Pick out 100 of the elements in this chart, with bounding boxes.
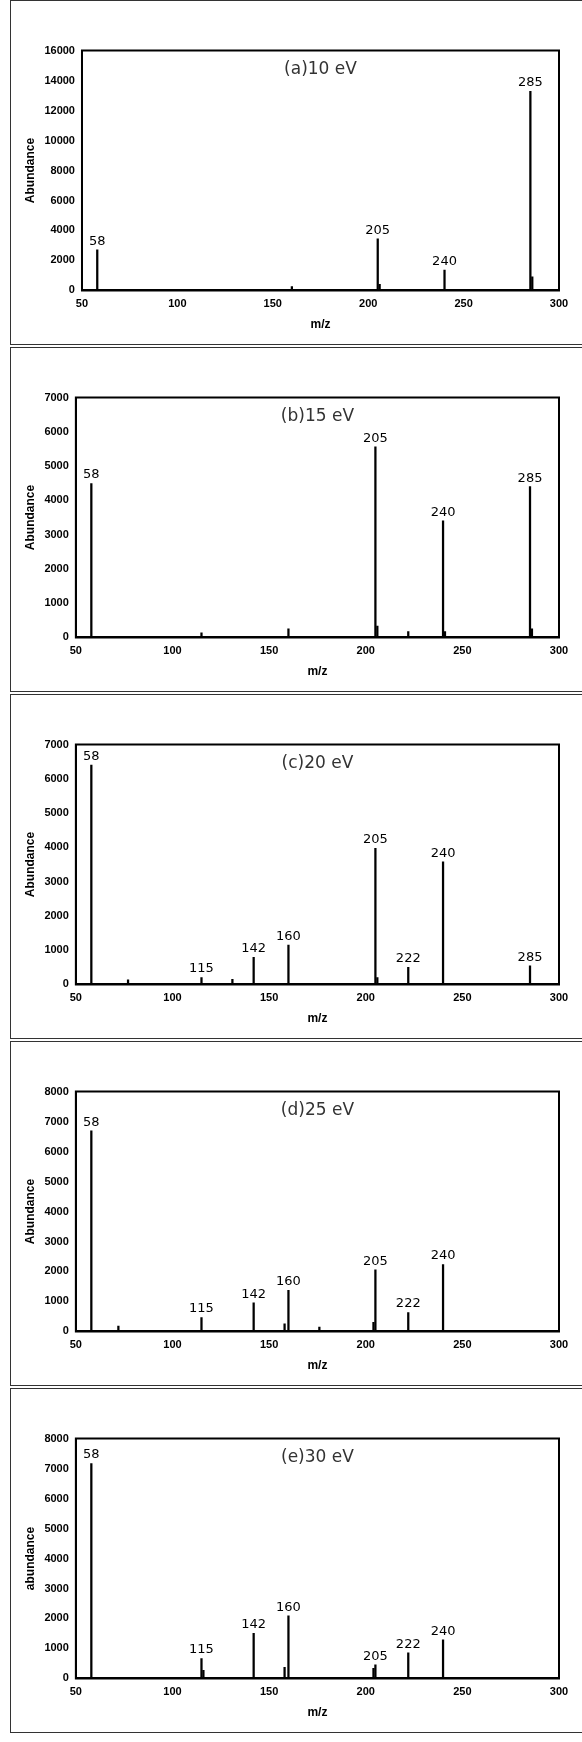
x-tick-label: 300 [549,1685,569,1698]
y-tick-label: 4000 [50,223,75,236]
y-tick-label: 3000 [44,1581,69,1594]
x-tick-label: 100 [163,991,182,1004]
y-tick-label: 2000 [50,253,75,266]
x-tick-label: 200 [356,1338,375,1351]
y-tick-label: 4000 [44,1551,69,1564]
annotation: 205 [365,221,391,237]
annotation: 205 [363,831,388,847]
y-tick-label: 7000 [44,1461,69,1474]
x-tick-label: 300 [549,644,569,657]
annotation: 205 [363,429,388,445]
x-tick-label: 250 [454,297,473,310]
y-tick-label: 3000 [44,1234,69,1247]
y-tick-label: 1000 [44,1294,69,1307]
annotation: 58 [83,466,100,482]
annotation: 222 [395,1635,421,1651]
y-tick-label: 0 [68,283,75,296]
y-tick-label: 2000 [44,1611,69,1624]
x-tick-label: 50 [75,297,89,310]
annotation: 222 [395,1295,421,1311]
x-axis-title: m/z [310,317,331,332]
text: (b)15 eV [280,404,355,425]
x-tick-label: 150 [263,297,282,310]
x-tick-label: 200 [356,991,375,1004]
y-tick-label: 0 [62,977,69,990]
x-tick-label: 100 [163,644,182,657]
y-axis-title: Abundance [22,831,37,898]
text: (e)30 eV [281,1445,355,1466]
x-tick-label: 50 [69,1338,82,1351]
x-tick-label: 250 [453,1338,472,1351]
x-tick-label: 50 [69,1685,82,1698]
y-tick-label: 16000 [44,43,75,56]
annotation: 142 [241,940,267,956]
y-tick-label: 0 [62,1671,69,1684]
annotation: 240 [430,844,456,860]
y-tick-label: 10000 [44,133,75,146]
annotation: 58 [83,748,100,764]
y-axis-title: Abundance [22,1178,37,1245]
x-tick-label: 50 [69,644,82,657]
x-tick-label: 300 [549,991,569,1004]
x-tick-label: 150 [259,991,279,1004]
y-tick-label: 5000 [44,806,69,819]
y-tick-label: 14000 [44,73,75,86]
y-tick-label: 2000 [44,561,69,574]
annotation: 58 [83,1113,100,1129]
y-tick-label: 0 [62,1324,69,1337]
annotation: 160 [276,1273,301,1289]
y-axis-title: Abundance [22,484,37,551]
y-tick-label: 6000 [44,1491,69,1504]
x-tick-label: 200 [359,297,378,310]
y-axis-title: Abundance [22,137,37,204]
x-tick-label: 150 [259,644,279,657]
x-tick-label: 250 [453,644,472,657]
x-tick-label: 50 [69,991,82,1004]
y-tick-label: 5000 [44,1521,69,1534]
annotation: 285 [517,469,543,485]
x-tick-label: 100 [163,1685,182,1698]
y-tick-label: 6000 [44,771,69,784]
y-tick-label: 6000 [44,1144,69,1157]
annotation: 142 [241,1616,267,1632]
y-tick-label: 2000 [44,908,69,921]
y-tick-label: 8000 [50,163,75,176]
annotation: 58 [88,232,106,248]
y-tick-label: 0 [62,630,69,643]
y-tick-label: 6000 [44,424,69,437]
y-tick-label: 7000 [44,390,69,403]
y-tick-label: 5000 [44,459,69,472]
y-axis-title: abundance [22,1526,37,1591]
y-tick-label: 7000 [44,1114,69,1127]
annotation: 205 [363,1647,388,1663]
x-axis-title: m/z [307,664,328,679]
x-tick-label: 300 [549,297,569,310]
annotation: 142 [241,1285,267,1301]
y-tick-label: 4000 [44,493,69,506]
y-tick-label: 4000 [44,840,69,853]
annotation: 240 [430,1247,456,1263]
annotation: 115 [189,1300,214,1316]
x-tick-label: 250 [453,1685,472,1698]
x-tick-label: 250 [453,991,472,1004]
annotation: 285 [517,948,543,964]
annotation: 160 [276,1598,301,1614]
x-tick-label: 200 [356,1685,375,1698]
x-tick-label: 150 [259,1338,279,1351]
y-tick-label: 8000 [44,1084,69,1097]
y-tick-label: 5000 [44,1174,69,1187]
y-tick-label: 6000 [50,193,75,206]
x-tick-label: 150 [259,1685,279,1698]
x-axis-title: m/z [307,1011,328,1026]
x-tick-label: 200 [356,644,375,657]
x-axis-title: m/z [307,1358,328,1373]
annotation: 222 [395,950,421,966]
annotation: 205 [363,1252,388,1268]
annotation: 115 [189,960,214,976]
annotation: 285 [517,74,543,90]
x-axis-title: m/z [307,1705,328,1720]
y-tick-label: 3000 [44,527,69,540]
x-tick-label: 100 [163,1338,182,1351]
y-tick-label: 1000 [44,943,69,956]
annotation: 240 [430,1622,456,1638]
